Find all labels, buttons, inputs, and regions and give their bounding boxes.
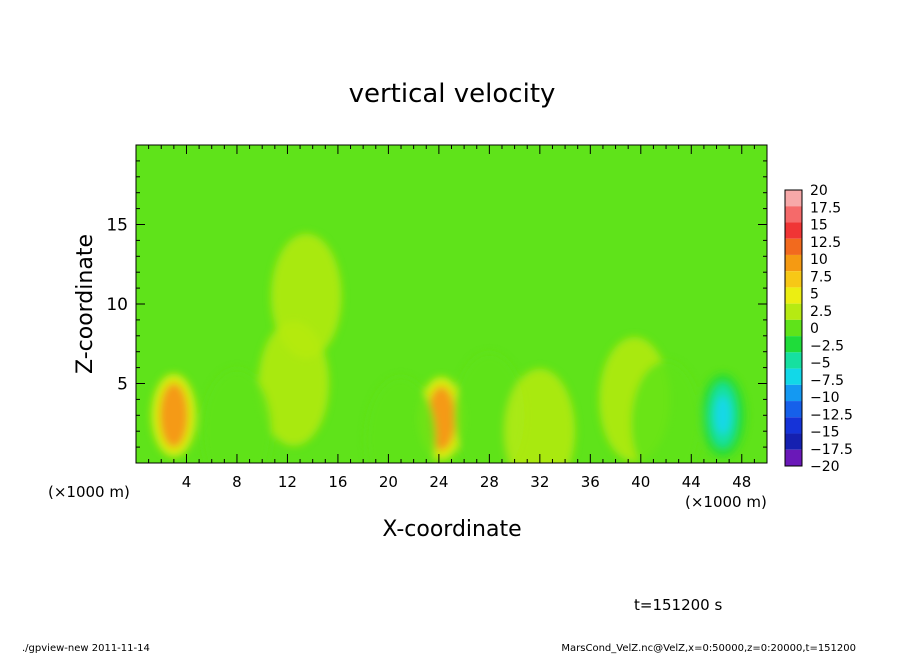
colorbar-label: −17.5 [810, 442, 853, 458]
colorbar-swatch [785, 206, 802, 223]
colorbar-swatch [785, 352, 802, 369]
x-tick-label: 12 [278, 473, 297, 491]
x-tick-label: 4 [182, 473, 192, 491]
x-tick-label: 24 [429, 473, 448, 491]
velocity-feature-4 [271, 233, 342, 359]
colorbar-label: −15 [810, 425, 840, 441]
x-tick-label: 8 [232, 473, 242, 491]
colorbar-swatch [785, 336, 802, 353]
colorbar-label: −7.5 [810, 373, 844, 389]
velocity-feature-6 [365, 376, 437, 463]
velocity-feature-9 [504, 368, 576, 463]
x-tick-label: 44 [682, 473, 701, 491]
colorbar-label: 7.5 [810, 269, 832, 285]
colorbar-label: −10 [810, 390, 840, 406]
colorbar-swatch [785, 433, 802, 450]
colorbar-swatch [785, 254, 802, 272]
x-ticks: 4 8 12 16 20 24 28 32 36 40 44 48 [148, 145, 755, 491]
colorbar-label: 20 [810, 183, 828, 199]
colorbar-swatch [785, 417, 802, 434]
colorbar-swatch [785, 271, 802, 288]
colorbar-label: 0 [810, 321, 819, 337]
colorbar-swatch [785, 401, 802, 418]
colorbar-swatch [785, 238, 802, 255]
colorbar-swatch [785, 319, 802, 337]
colorbar-label: −12.5 [810, 407, 853, 423]
chart-title: vertical velocity [349, 79, 556, 109]
colorbar-swatch [785, 222, 802, 239]
y-axis-label: Z-coordinate [73, 234, 98, 374]
colorbar-label: −20 [810, 459, 840, 475]
colorbar-frame [784, 189, 803, 467]
colorbar-label: 15 [810, 218, 828, 234]
colorbar-swatch [785, 190, 802, 207]
velocity-field [151, 233, 746, 463]
x-unit-left: (×1000 m) [48, 483, 130, 501]
colorbar-label: −5 [810, 356, 831, 372]
footer-source: MarsCond_VelZ.nc@VelZ,x=0:50000,z=0:2000… [561, 643, 856, 654]
footer-program: ./gpview-new 2011-11-14 [22, 643, 150, 654]
velocity-peak-1 [433, 399, 450, 438]
colorbar-label: −2.5 [810, 338, 844, 354]
velocity-feature-5 [201, 368, 273, 463]
velocity-feature-10 [630, 360, 702, 463]
x-tick-label: 48 [732, 473, 751, 491]
colorbar-label: 2.5 [810, 304, 832, 320]
colorbar-label: 17.5 [810, 200, 841, 216]
velocity-peak-0 [166, 396, 182, 435]
x-tick-label: 28 [480, 473, 499, 491]
colorbar-swatch [785, 449, 802, 466]
colorbar-swatch [785, 287, 802, 304]
x-tick-label: 20 [379, 473, 398, 491]
time-label: t=151200 s [634, 596, 722, 614]
x-tick-label: 16 [328, 473, 347, 491]
y-ticks: 5 10 15 [106, 160, 767, 448]
y-tick-label: 10 [106, 295, 128, 315]
velocity-peak-2 [715, 396, 731, 435]
colorbar-swatch [785, 368, 802, 385]
colorbar-label: 5 [810, 287, 819, 303]
x-tick-label: 36 [581, 473, 600, 491]
x-unit-right: (×1000 m) [685, 493, 767, 511]
colorbar-label: 12.5 [810, 235, 841, 251]
x-axis-label: X-coordinate [382, 517, 521, 542]
y-tick-label: 5 [117, 375, 128, 395]
x-tick-label: 32 [530, 473, 549, 491]
x-tick-label: 40 [631, 473, 650, 491]
colorbar-swatch [785, 303, 802, 320]
colorbar-label: 10 [810, 252, 828, 268]
y-tick-label: 15 [106, 216, 128, 236]
colorbar-swatch [785, 384, 802, 402]
